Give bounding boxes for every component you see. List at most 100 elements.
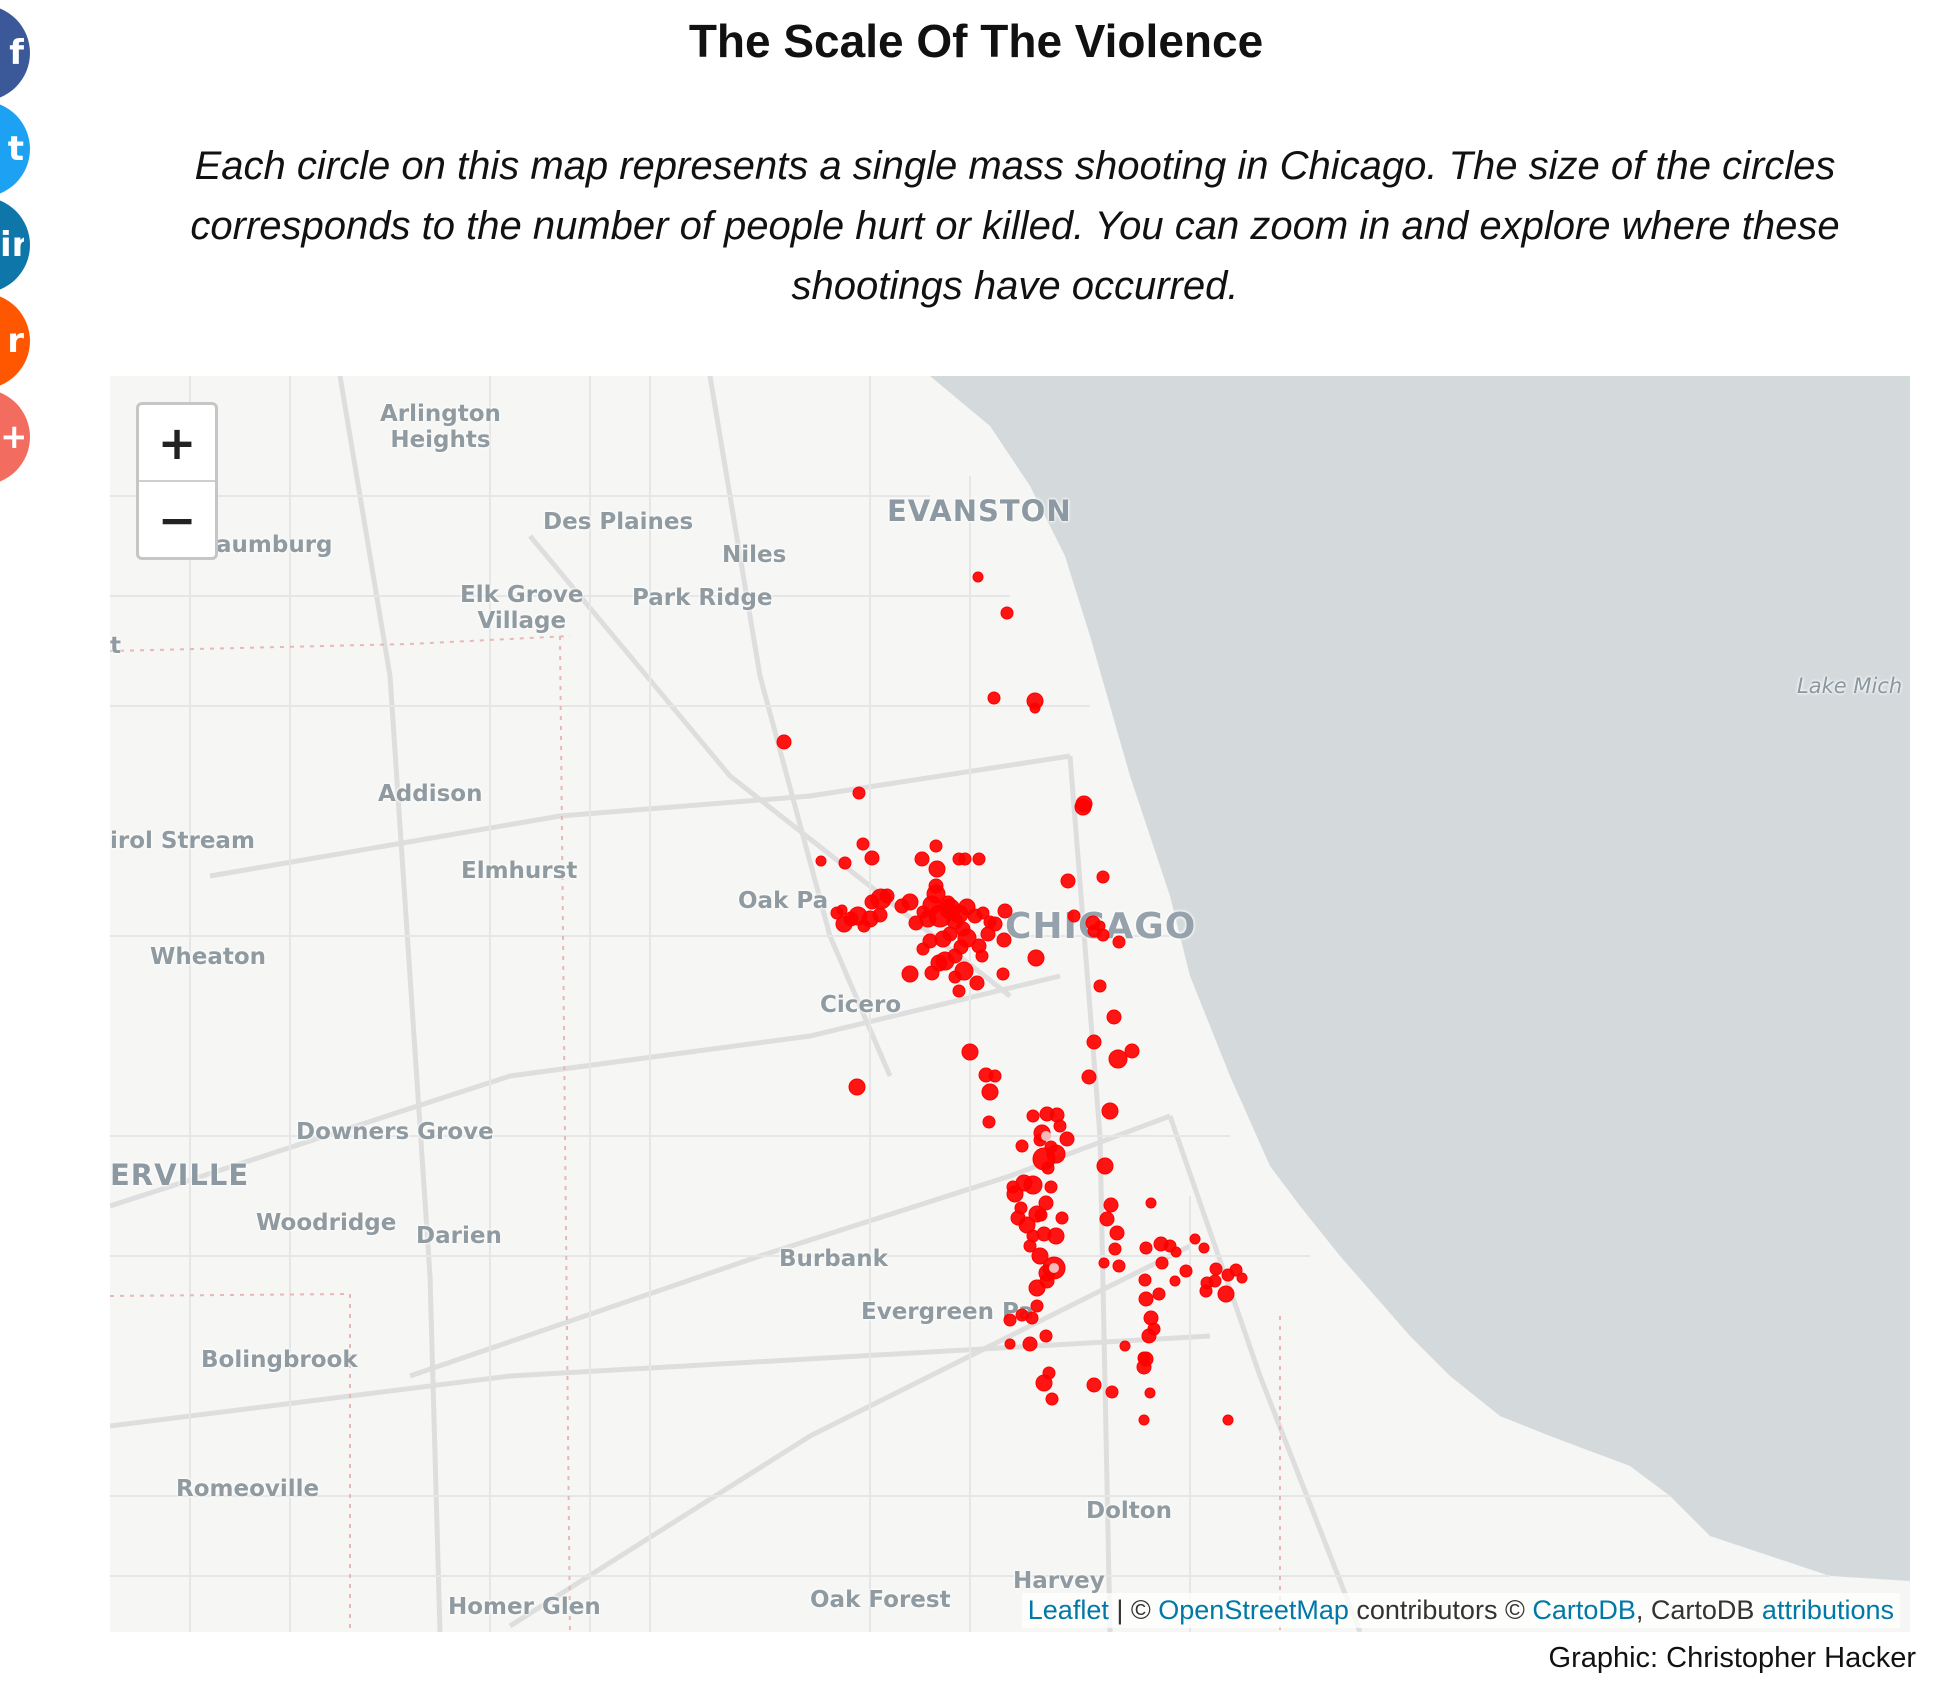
shooting-marker[interactable] bbox=[1081, 1069, 1097, 1085]
shooting-marker[interactable] bbox=[1096, 1157, 1114, 1175]
shooting-marker[interactable] bbox=[969, 975, 985, 991]
reddit-share-button[interactable]: r bbox=[0, 293, 30, 389]
shooting-marker[interactable] bbox=[975, 949, 989, 963]
cartodb-link[interactable]: CartoDB bbox=[1532, 1595, 1636, 1625]
shooting-marker[interactable] bbox=[1138, 1291, 1154, 1307]
shooting-marker[interactable] bbox=[1028, 1279, 1046, 1297]
shooting-marker[interactable] bbox=[1208, 1274, 1222, 1288]
shooting-marker[interactable] bbox=[901, 893, 919, 911]
shooting-marker[interactable] bbox=[1217, 1285, 1235, 1303]
shooting-marker[interactable] bbox=[952, 984, 966, 998]
shooting-marker[interactable] bbox=[954, 961, 974, 981]
shooting-marker[interactable] bbox=[1067, 909, 1081, 923]
shooting-marker[interactable] bbox=[1030, 1299, 1044, 1313]
shooting-marker[interactable] bbox=[1018, 1216, 1036, 1234]
shooting-marker[interactable] bbox=[1015, 1308, 1029, 1322]
shooting-marker[interactable] bbox=[1108, 1049, 1128, 1069]
shooting-marker[interactable] bbox=[1047, 1227, 1065, 1245]
twitter-share-button[interactable]: t bbox=[0, 101, 30, 197]
shooting-marker[interactable] bbox=[1209, 1262, 1223, 1276]
shooting-marker[interactable] bbox=[1015, 1139, 1029, 1153]
leaflet-link[interactable]: Leaflet bbox=[1027, 1595, 1109, 1625]
more-share-button[interactable]: + bbox=[0, 389, 30, 485]
shooting-marker[interactable] bbox=[1138, 1273, 1152, 1287]
shooting-marker[interactable] bbox=[1105, 1385, 1119, 1399]
attributions-link[interactable]: attributions bbox=[1761, 1595, 1894, 1625]
shooting-marker[interactable] bbox=[1155, 1256, 1169, 1270]
shooting-marker[interactable] bbox=[1029, 702, 1041, 714]
shooting-marker[interactable] bbox=[1152, 1287, 1166, 1301]
shooting-marker[interactable] bbox=[1222, 1414, 1234, 1426]
shooting-marker[interactable] bbox=[958, 852, 972, 866]
shooting-marker[interactable] bbox=[996, 967, 1010, 981]
shooting-marker[interactable] bbox=[987, 691, 1001, 705]
shooting-marker[interactable] bbox=[1044, 1180, 1058, 1194]
shooting-marker[interactable] bbox=[1093, 979, 1107, 993]
shooting-marker[interactable] bbox=[1109, 1225, 1125, 1241]
shooting-marker[interactable] bbox=[1004, 1338, 1016, 1350]
shooting-marker[interactable] bbox=[1035, 1374, 1053, 1392]
shooting-marker[interactable] bbox=[872, 907, 888, 923]
shooting-marker[interactable] bbox=[914, 851, 930, 867]
shooting-marker[interactable] bbox=[864, 850, 880, 866]
shooting-marker[interactable] bbox=[972, 852, 986, 866]
shooting-marker[interactable] bbox=[1108, 1242, 1122, 1256]
shooting-marker[interactable] bbox=[1045, 1392, 1059, 1406]
shooting-marker[interactable] bbox=[1103, 1197, 1119, 1213]
shooting-marker[interactable] bbox=[1229, 1263, 1243, 1277]
shooting-marker[interactable] bbox=[1038, 1195, 1054, 1211]
shooting-marker[interactable] bbox=[1199, 1284, 1213, 1298]
shooting-marker[interactable] bbox=[838, 856, 852, 870]
shooting-marker[interactable] bbox=[856, 837, 870, 851]
shooting-marker[interactable] bbox=[1027, 949, 1045, 967]
shooting-marker[interactable] bbox=[1147, 1322, 1161, 1336]
linkedin-share-button[interactable]: in bbox=[0, 197, 30, 293]
zoom-out-button[interactable]: − bbox=[157, 492, 197, 547]
shooting-marker[interactable] bbox=[980, 926, 996, 942]
shooting-marker[interactable] bbox=[928, 860, 946, 878]
shooting-marker[interactable] bbox=[1145, 1197, 1157, 1209]
shooting-marker[interactable] bbox=[1023, 1239, 1037, 1253]
shooting-marker[interactable] bbox=[836, 904, 848, 916]
shooting-marker[interactable] bbox=[879, 888, 895, 904]
shooting-marker[interactable] bbox=[982, 1115, 996, 1129]
shooting-marker[interactable] bbox=[1170, 1246, 1182, 1258]
shooting-marker[interactable] bbox=[961, 1043, 979, 1061]
shooting-marker[interactable] bbox=[1189, 1233, 1201, 1245]
shooting-marker[interactable] bbox=[1003, 1313, 1017, 1327]
shooting-marker[interactable] bbox=[1031, 1247, 1049, 1265]
shooting-marker[interactable] bbox=[1060, 873, 1076, 889]
shooting-marker[interactable] bbox=[988, 1069, 1002, 1083]
shooting-marker[interactable] bbox=[1101, 1102, 1119, 1120]
shooting-marker[interactable] bbox=[901, 965, 919, 983]
shooting-marker[interactable] bbox=[1236, 1272, 1248, 1284]
shooting-marker[interactable] bbox=[1074, 798, 1092, 816]
shooting-marker[interactable] bbox=[815, 855, 827, 867]
shooting-marker[interactable] bbox=[1139, 1241, 1153, 1255]
shooting-marker[interactable] bbox=[1099, 1211, 1115, 1227]
shooting-marker[interactable] bbox=[935, 951, 955, 971]
shooting-marker[interactable] bbox=[1169, 1275, 1181, 1287]
shooting-marker[interactable] bbox=[957, 928, 977, 948]
shooting-marker[interactable] bbox=[776, 734, 792, 750]
shooting-marker[interactable] bbox=[1096, 928, 1110, 942]
shooting-marker[interactable] bbox=[976, 906, 990, 920]
shooting-marker[interactable] bbox=[1144, 1387, 1156, 1399]
zoom-in-button[interactable]: + bbox=[139, 405, 215, 482]
shooting-marker[interactable] bbox=[1026, 1109, 1040, 1123]
shooting-marker[interactable] bbox=[1138, 1414, 1150, 1426]
shooting-marker[interactable] bbox=[996, 932, 1012, 948]
shooting-marker[interactable] bbox=[1041, 1161, 1055, 1175]
shooting-marker[interactable] bbox=[928, 878, 944, 894]
shooting-marker[interactable] bbox=[1022, 1336, 1038, 1352]
shooting-marker[interactable] bbox=[1119, 1340, 1131, 1352]
shooting-marker[interactable] bbox=[1198, 1242, 1210, 1254]
shooting-marker[interactable] bbox=[1028, 1205, 1046, 1223]
openstreetmap-link[interactable]: OpenStreetMap bbox=[1158, 1595, 1349, 1625]
shooting-marker[interactable] bbox=[1112, 1259, 1126, 1273]
shooting-marker[interactable] bbox=[848, 1078, 866, 1096]
shooting-marker[interactable] bbox=[1000, 606, 1014, 620]
shooting-marker[interactable] bbox=[1059, 1131, 1075, 1147]
shooting-marker[interactable] bbox=[1086, 1377, 1102, 1393]
shooting-marker[interactable] bbox=[1053, 1119, 1067, 1133]
